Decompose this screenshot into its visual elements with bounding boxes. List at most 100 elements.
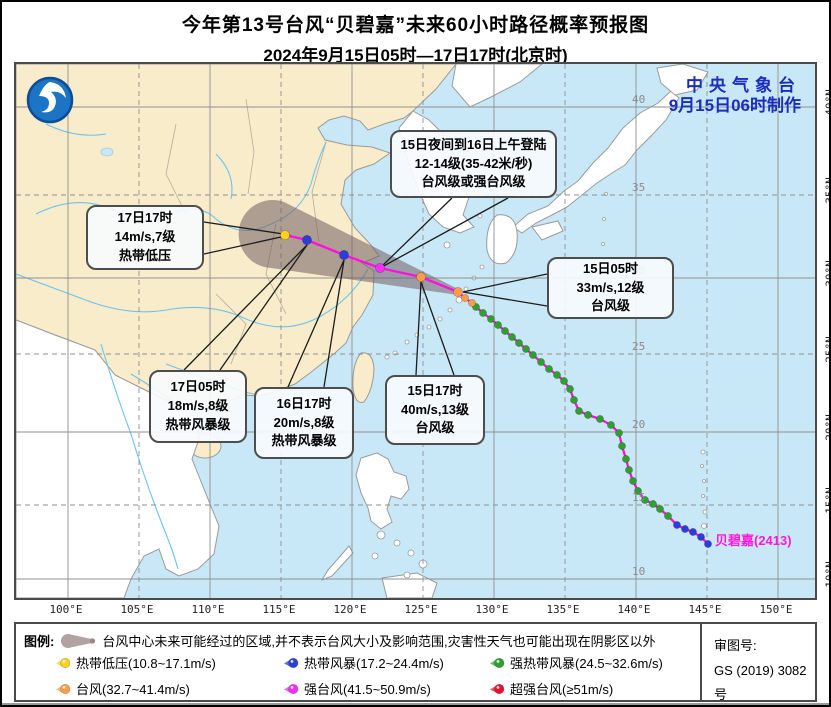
callout-line: 热带低压 (118, 247, 171, 263)
callout-line: 18m/s,8级 (167, 398, 229, 414)
callout-leader-line (287, 259, 345, 388)
observed-track-point (560, 377, 568, 385)
legend-marker-SUPER-icon (490, 683, 505, 694)
observed-track-point (689, 528, 697, 536)
map-review-number: 审图号: GS (2019) 3082号 (700, 624, 817, 702)
observed-track-point (479, 309, 487, 317)
japan-kyushu (486, 214, 518, 265)
lat-axis-label: 10°N (823, 561, 831, 588)
observed-track-point (487, 315, 495, 323)
callout-line: 40m/s,13级 (401, 401, 469, 417)
map-canvas[interactable]: 40353025201510 中央气象台 9月15日06时制作 贝碧嘉(2413… (14, 62, 817, 600)
legend-item-label: 热带低压(10.8~17.1m/s) (76, 656, 216, 671)
observed-track-point (615, 429, 623, 437)
inline-lat-label: 15 (632, 491, 645, 504)
observed-track-point (570, 396, 578, 404)
legend-marker-TS-icon (284, 657, 299, 668)
callout-leader-line (420, 281, 455, 376)
observed-track-point (596, 415, 604, 423)
page-title: 今年第13号台风“贝碧嘉”未来60小时路径概率预报图 (181, 15, 650, 36)
luzon-island (355, 452, 410, 530)
callout-line: 15日夜间到16日上午登陆 (400, 136, 547, 152)
typhoon-track-layer (280, 230, 712, 548)
callout-forecast-17d17h: 17日17时 14m/s,7级 热带低压 (86, 205, 204, 270)
callout-line: 15日17时 (407, 382, 463, 398)
lon-axis-label: 110°E (191, 603, 225, 616)
callout-leader-line (462, 273, 548, 293)
observed-track-point (537, 358, 545, 366)
forecast-track-point (416, 272, 426, 282)
callout-line: 33m/s,12级 (576, 279, 645, 295)
indochina-landmass (16, 319, 220, 598)
lat-axis-label: 15°N (823, 487, 831, 514)
legend-panel: 图例: 台风中心未来可能经过的区域,并不表示台风大小及影响范围,灾害性天气也可能… (14, 622, 817, 702)
forecast-track-point (339, 250, 349, 260)
callout-forecast-16d17h: 16日17时 20m/s,8级 热带风暴级 (254, 387, 354, 459)
palawan-island (320, 545, 354, 582)
callout-leader-line (379, 197, 509, 269)
legend-marker-STY-icon (284, 683, 299, 694)
legend-cone-description: 台风中心未来可能经过的区域,并不表示台风大小及影响范围,灾害性天气也可能出现在阴… (102, 634, 656, 649)
callout-line: 台风级 (415, 420, 455, 436)
lat-axis-label: 35°N (823, 177, 831, 204)
legend-header: 图例: 台风中心未来可能经过的区域,并不表示台风大小及影响范围,灾害性天气也可能… (24, 631, 656, 650)
observed-track-point (681, 525, 689, 533)
inline-lat-label: 10 (632, 565, 645, 578)
lat-axis-label: 25°N (823, 336, 831, 363)
callout-line: 16日17时 (276, 395, 332, 411)
callout-line: 热带风暴级 (165, 416, 231, 432)
observed-track-point (468, 299, 476, 307)
observed-track-point (508, 333, 516, 341)
legend-item-TD: 热带低压(10.8~17.1m/s) (56, 653, 216, 672)
japan-hokkaido (656, 64, 709, 96)
observed-track-point (545, 365, 553, 373)
page-subtitle: 2024年9月15日05时—17日17时(北京时) (263, 46, 568, 65)
inline-lat-label: 20 (632, 418, 645, 431)
lon-axis-label: 125°E (404, 603, 438, 616)
callout-forecast-15d17h: 15日17时 40m/s,13级 台风级 (385, 375, 485, 445)
callout-line: 热带风暴级 (271, 433, 337, 449)
observed-track-point (673, 521, 681, 529)
lat-axis-label: 20°N (823, 414, 831, 441)
observed-track-point (622, 455, 630, 463)
callout-forecast-17d05h: 17日05时 18m/s,8级 热带风暴级 (149, 370, 247, 443)
cma-logo-icon (24, 74, 76, 131)
leader-lines-layer (183, 197, 548, 388)
lon-axis-label: 135°E (546, 603, 580, 616)
callout-leader-line (219, 244, 308, 371)
callout-line: 17日17时 (117, 210, 173, 226)
observed-track-point (529, 351, 537, 359)
forecast-track-point (280, 230, 290, 240)
observed-track-point (584, 411, 592, 419)
callout-leader-line (379, 197, 453, 269)
callout-current-15d05h: 15日05时 33m/s,12级 台风级 (547, 257, 674, 319)
forecast-cone (238, 200, 458, 295)
lon-axis-label: 120°E (333, 603, 367, 616)
observed-track-point (553, 371, 561, 379)
lat-axis-label: 30°N (823, 260, 831, 287)
legend-item-label: 热带风暴(17.2~24.4m/s) (304, 656, 444, 671)
legend-item-label: 强台风(41.5~50.9m/s) (304, 682, 431, 697)
callout-leader-line (323, 259, 345, 388)
callout-line: 12-14级(35-42米/秒) (414, 155, 533, 171)
legend-item-TS: 热带风暴(17.2~24.4m/s) (284, 653, 444, 672)
observed-track-point (607, 421, 615, 429)
inline-lat-label: 40 (632, 93, 645, 106)
cone-sample-icon (61, 633, 96, 648)
callout-line: 17日05时 (170, 379, 226, 395)
legend-marker-STS-icon (490, 657, 505, 668)
basemap-landmasses (16, 64, 709, 598)
agency-issue-time: 9月15日06时制作 (668, 96, 801, 116)
observed-track-point (697, 533, 705, 541)
observed-track-point (453, 287, 463, 297)
observed-track-point (575, 407, 583, 415)
callout-leader-line (203, 221, 291, 236)
title-block: 今年第13号台风“贝碧嘉”未来60小时路径概率预报图 2024年9月15日05时… (2, 10, 829, 66)
jeju-island (443, 241, 451, 249)
callout-line: 台风级或强台风级 (421, 174, 526, 190)
callout-leader-line (203, 234, 291, 255)
forecast-track-point (302, 235, 312, 245)
legend-item-STY: 强台风(41.5~50.9m/s) (284, 679, 431, 698)
inline-lat-label: 25 (632, 340, 645, 353)
japan-honshu (512, 90, 680, 234)
